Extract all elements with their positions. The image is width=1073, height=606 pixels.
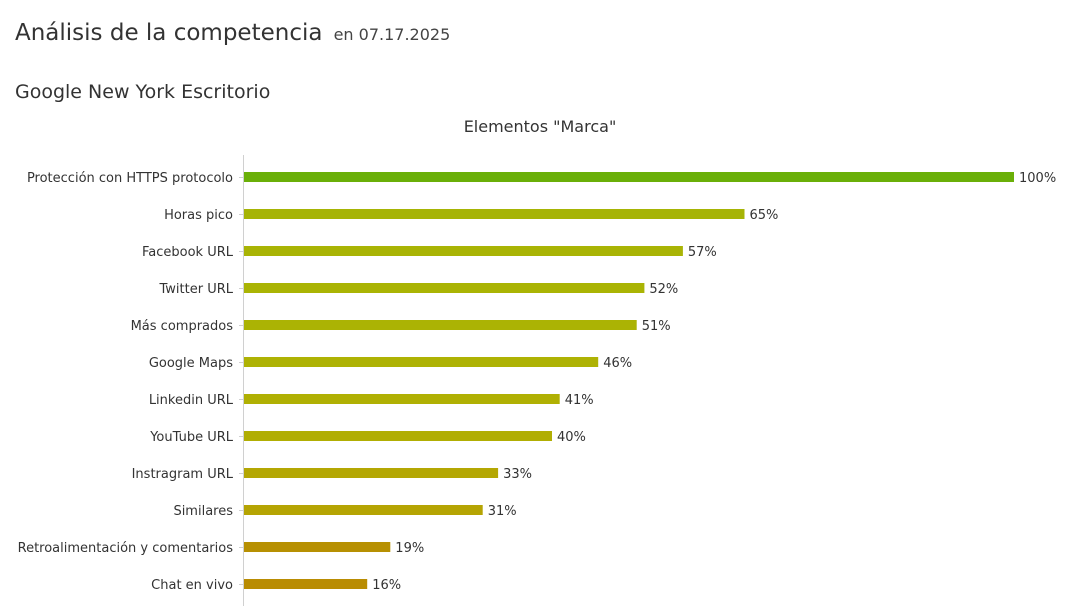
bar[interactable] — [244, 468, 499, 478]
page-title: Análisis de la competencia — [15, 20, 323, 46]
value-label: 46% — [603, 356, 632, 371]
search-context-label: Google New York Escritorio — [15, 81, 271, 103]
value-label: 40% — [557, 430, 586, 445]
category-label: Protección con HTTPS protocolo — [27, 171, 233, 186]
chart-title: Elementos "Marca" — [464, 117, 617, 136]
bar[interactable] — [244, 394, 560, 404]
value-label: 65% — [750, 208, 779, 223]
value-label: 52% — [649, 282, 678, 297]
bar[interactable] — [244, 505, 483, 515]
bar[interactable] — [244, 431, 552, 441]
report-date: en 07.17.2025 — [333, 25, 451, 44]
value-label: 100% — [1019, 171, 1056, 186]
value-label: 16% — [372, 578, 401, 593]
value-label: 19% — [395, 541, 424, 556]
value-label: 51% — [642, 319, 671, 334]
bar[interactable] — [244, 320, 637, 330]
bar[interactable] — [244, 172, 1014, 182]
value-label: 57% — [688, 245, 717, 260]
brand-elements-bar-chart: Elementos "Marca" Protección con HTTPS p… — [18, 117, 1057, 606]
bar-series: Protección con HTTPS protocolo 100% Horas … — [18, 171, 1057, 593]
bar[interactable] — [244, 283, 645, 293]
bar[interactable] — [244, 579, 368, 589]
category-label: Retroalimentación y comentarios — [18, 541, 234, 556]
category-label: Horas pico — [164, 208, 233, 223]
bar[interactable] — [244, 246, 683, 256]
category-label: Google Maps — [149, 356, 233, 371]
category-label: Chat en vivo — [151, 578, 233, 593]
bar[interactable] — [244, 542, 391, 552]
category-label: Twitter URL — [159, 282, 234, 297]
category-label: Más comprados — [131, 319, 234, 334]
value-label: 33% — [503, 467, 532, 482]
page-header: Análisis de la competencia en 07.17.2025 — [15, 20, 450, 46]
category-label: Similares — [173, 504, 233, 519]
category-label: Facebook URL — [142, 245, 234, 260]
value-label: 41% — [565, 393, 594, 408]
bar[interactable] — [244, 357, 599, 367]
category-label: Linkedin URL — [149, 393, 234, 408]
category-label: Instragram URL — [132, 467, 234, 482]
category-label: YouTube URL — [149, 430, 234, 445]
value-label: 31% — [488, 504, 517, 519]
bar[interactable] — [244, 209, 745, 219]
